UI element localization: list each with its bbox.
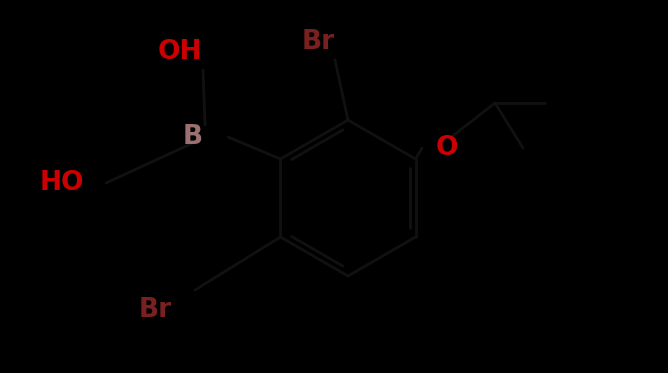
Text: B: B <box>183 124 203 150</box>
Text: O: O <box>436 135 458 161</box>
Text: Br: Br <box>138 297 172 323</box>
Text: OH: OH <box>158 39 202 65</box>
Text: Br: Br <box>301 29 335 55</box>
Text: HO: HO <box>40 170 84 196</box>
